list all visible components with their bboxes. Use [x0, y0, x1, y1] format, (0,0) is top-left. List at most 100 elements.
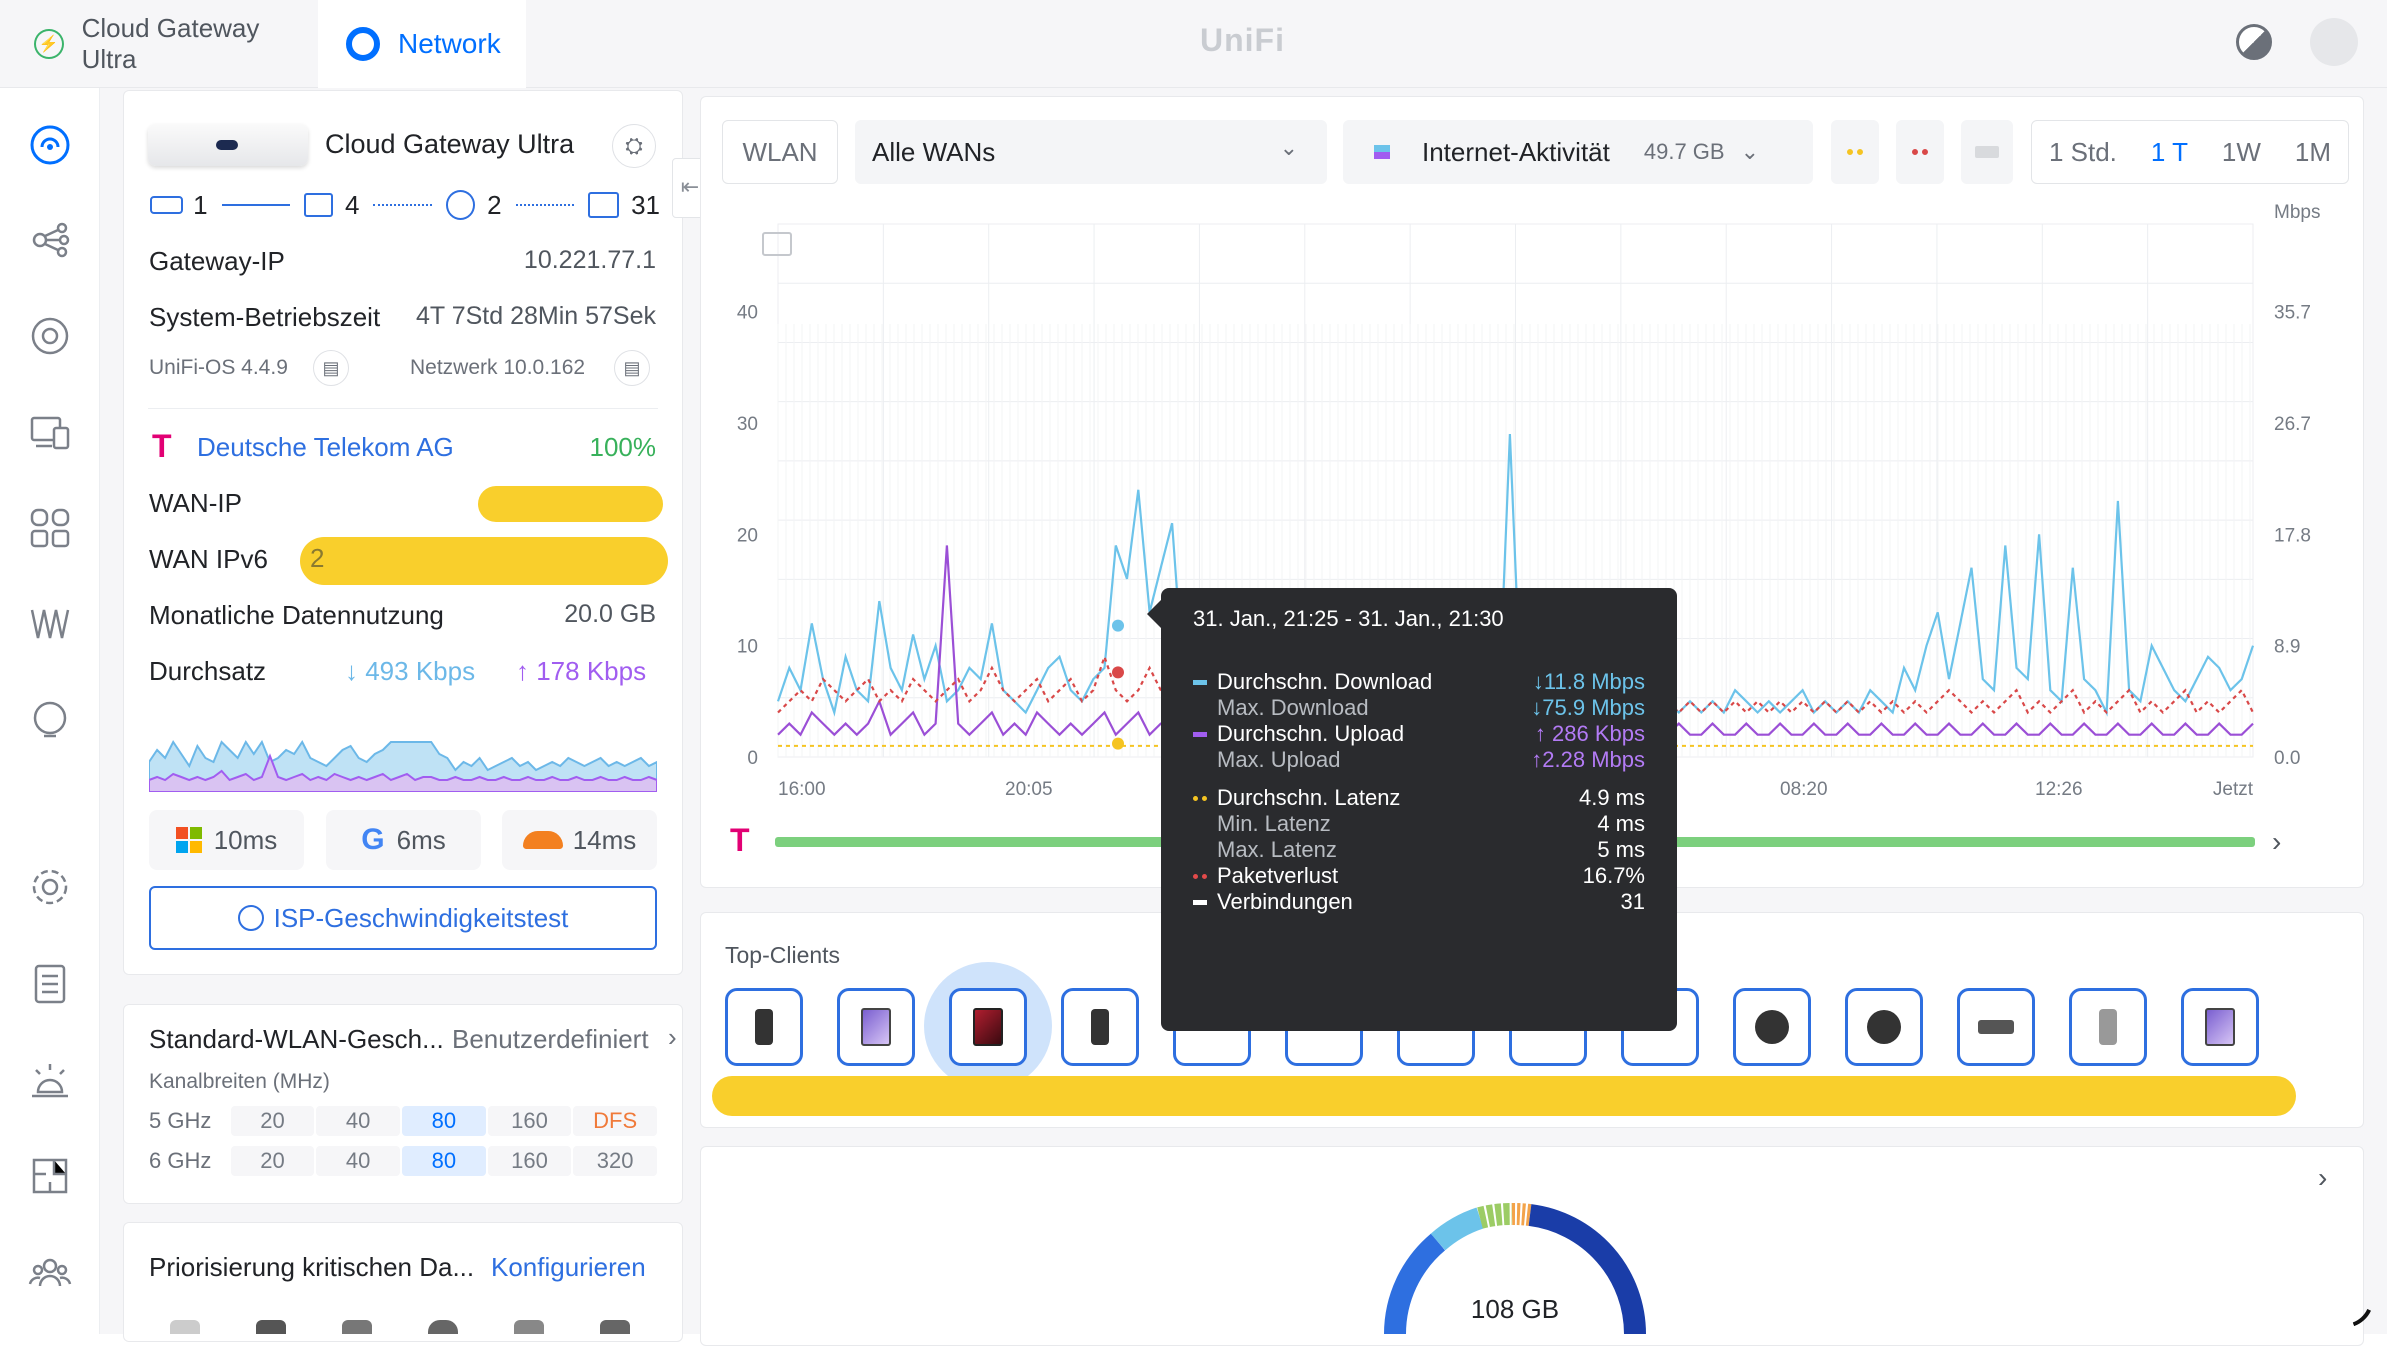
tooltip-value: 31 — [1620, 889, 1645, 914]
floorplan-icon[interactable] — [26, 1152, 74, 1200]
client-phone-2[interactable] — [1061, 988, 1139, 1066]
range-1w[interactable]: 1W — [2221, 136, 2261, 167]
channel-width-option[interactable]: 20 — [230, 1106, 315, 1136]
speedtest-button[interactable]: ISP-Geschwindigkeitstest — [149, 886, 657, 950]
channel-width-option[interactable]: 320 — [573, 1146, 657, 1176]
tooltip-row: Durchschn. Latenz 4.9 ms — [1193, 780, 1645, 816]
ap-count: 2 — [487, 189, 502, 220]
chevron-down-icon: ⌄ — [1740, 139, 1760, 164]
network-notes-icon[interactable]: ▤ — [614, 350, 650, 386]
channel-width-option[interactable]: 20 — [230, 1146, 315, 1176]
channel-width-option[interactable]: 80 — [402, 1146, 486, 1176]
x-tick: 08:20 — [1780, 779, 1828, 800]
router-icon — [150, 196, 184, 214]
range-1m[interactable]: 1M — [2294, 136, 2331, 167]
channel-width-option[interactable]: 40 — [316, 1106, 400, 1136]
channel-width-option[interactable]: 160 — [487, 1146, 572, 1176]
packetloss-toggle[interactable] — [1896, 120, 1944, 184]
client-homepod-2[interactable] — [1845, 988, 1923, 1066]
throughput-up: ↑ 178 Kbps — [516, 656, 647, 686]
clients-legend-icon — [762, 232, 792, 256]
dashboard-icon[interactable] — [26, 121, 74, 169]
sidebar — [0, 88, 100, 1334]
alarm-icon[interactable] — [26, 1056, 74, 1104]
tooltip-row: Durchschn. Download ↓11.8 Mbps — [1193, 664, 1645, 700]
legend-swatch — [1193, 899, 1207, 905]
connections-toggle[interactable] — [1961, 120, 2013, 184]
release-notes-icon[interactable]: ▤ — [313, 350, 349, 386]
tv-box-icon — [1978, 1020, 2014, 1034]
client-tablet-3[interactable] — [2181, 988, 2259, 1066]
clients-icon[interactable] — [26, 408, 74, 456]
client-tablet-1[interactable] — [837, 988, 915, 1066]
x-tick: 16:00 — [778, 779, 826, 800]
channel-width-option[interactable]: DFS — [573, 1106, 657, 1136]
channel-width-option[interactable]: 40 — [316, 1146, 400, 1176]
switch-icon — [303, 193, 333, 217]
wan-select[interactable]: Alle WANs ⌄ — [855, 120, 1327, 184]
y-tick-right: 35.7 — [2274, 303, 2311, 324]
client-phone-1[interactable] — [725, 988, 803, 1066]
avatar[interactable] — [2310, 18, 2358, 66]
chevron-right-icon[interactable]: › — [2318, 1162, 2328, 1193]
settings-icon[interactable] — [26, 863, 74, 911]
priority-panel — [123, 1222, 683, 1342]
wlan-mode[interactable]: Benutzerdefiniert — [452, 1024, 649, 1054]
y-tick-right: 0.0 — [2274, 748, 2300, 769]
range-1d[interactable]: 1 T — [2150, 136, 2188, 167]
range-1h[interactable]: 1 Std. — [2048, 136, 2117, 167]
configure-link[interactable]: Konfigurieren — [491, 1252, 646, 1282]
logs-icon[interactable] — [26, 960, 74, 1008]
client-tablet-2[interactable] — [949, 988, 1027, 1066]
latency-legend-icon — [1847, 149, 1863, 155]
chevron-right-icon[interactable]: › — [668, 1022, 677, 1052]
channel-width-option[interactable]: 160 — [487, 1106, 572, 1136]
isp-name[interactable]: Deutsche Telekom AG — [197, 432, 454, 462]
channel-row: 6 GHz 20 40 80 160 320 — [149, 1144, 657, 1178]
network-icon — [346, 27, 380, 61]
throughput-down: ↓ 493 Kbps — [345, 656, 476, 686]
priority-app-icons — [170, 1320, 630, 1334]
client-homepod-1[interactable] — [1733, 988, 1811, 1066]
client-appletv[interactable] — [1957, 988, 2035, 1066]
speaker-icon — [1867, 1010, 1901, 1044]
tooltip-label: Max. Download — [1217, 695, 1369, 720]
client-phone-3[interactable] — [2069, 988, 2147, 1066]
channel-width-option[interactable]: 80 — [402, 1106, 486, 1136]
tooltip-row: Max. Latenz 5 ms — [1193, 832, 1645, 868]
device-settings-icon[interactable]: ⛭ — [612, 124, 656, 168]
tooltip-value: ↑2.28 Mbps — [1531, 747, 1645, 772]
y-tick-left: 10 — [737, 637, 758, 658]
tooltip-label: Max. Latenz — [1217, 837, 1337, 862]
tab-network[interactable]: Network — [318, 0, 526, 88]
insights-icon[interactable] — [26, 696, 74, 744]
wan-count: 1 — [193, 189, 208, 220]
theme-icon[interactable] — [2236, 24, 2272, 60]
topology-icon[interactable] — [26, 216, 74, 264]
device-name: Cloud Gateway Ultra — [325, 129, 575, 159]
wlan-subtitle: Kanalbreiten (MHz) — [149, 1070, 330, 1093]
divider — [148, 408, 658, 409]
usage-total: 108 GB — [1470, 1294, 1560, 1324]
apps-icon[interactable] — [26, 504, 74, 552]
latency-google-value: 6ms — [396, 824, 446, 855]
client-icon — [587, 192, 620, 218]
connections-legend-icon — [1975, 146, 1999, 158]
tooltip-label: Max. Upload — [1217, 747, 1341, 772]
wlan-filter-button[interactable]: WLAN — [722, 120, 838, 184]
users-icon[interactable] — [26, 1248, 74, 1296]
activity-select[interactable]: Internet-Aktivität 49.7 GB ⌄ — [1343, 120, 1813, 184]
usage-donut — [1384, 1202, 1646, 1334]
y-tick-left: 0 — [747, 748, 758, 769]
tooltip-row: Paketverlust 16.7% — [1193, 858, 1645, 894]
traffic-icon[interactable] — [26, 600, 74, 648]
legend-swatch — [1193, 731, 1207, 737]
chevron-right-icon[interactable]: › — [2272, 826, 2282, 857]
tab-gateway[interactable]: ⚡ Cloud Gateway Ultra — [0, 0, 318, 88]
tooltip-label: Paketverlust — [1217, 863, 1339, 888]
tooltip-arrow — [1147, 600, 1161, 628]
redacted-wan-ipv6: 2 — [300, 537, 668, 585]
top-bar: ⚡ Cloud Gateway Ultra Network UniFi — [0, 0, 2387, 88]
devices-icon[interactable] — [26, 312, 74, 360]
latency-toggle[interactable] — [1831, 120, 1879, 184]
